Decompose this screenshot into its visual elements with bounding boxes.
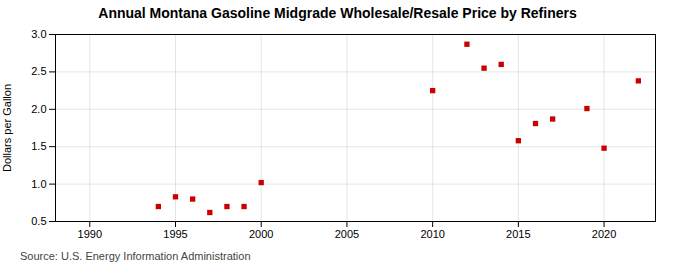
html-text:Annual Montana Gasoline Midgra: Annual Montana Gasoline Midgrade Wholesa… xyxy=(98,5,577,21)
svg-text:0.5: 0.5 xyxy=(31,215,46,227)
svg-text:1.5: 1.5 xyxy=(31,140,46,152)
svg-text:1995: 1995 xyxy=(163,228,187,240)
svg-text:2005: 2005 xyxy=(335,228,359,240)
svg-text:1.0: 1.0 xyxy=(31,178,46,190)
svg-text:3.0: 3.0 xyxy=(31,28,46,40)
svg-text:2000: 2000 xyxy=(249,228,273,240)
svg-text:1990: 1990 xyxy=(78,228,102,240)
svg-text:2020: 2020 xyxy=(592,228,616,240)
svg-text:2010: 2010 xyxy=(420,228,444,240)
svg-text:Dollars per Gallon: Dollars per Gallon xyxy=(1,84,13,172)
svg-text:2.0: 2.0 xyxy=(31,103,46,115)
svg-text:2.5: 2.5 xyxy=(31,65,46,77)
svg-text:2015: 2015 xyxy=(506,228,530,240)
html-text:Source: U.S. Energy Informatio: Source: U.S. Energy Information Administ… xyxy=(20,250,251,262)
